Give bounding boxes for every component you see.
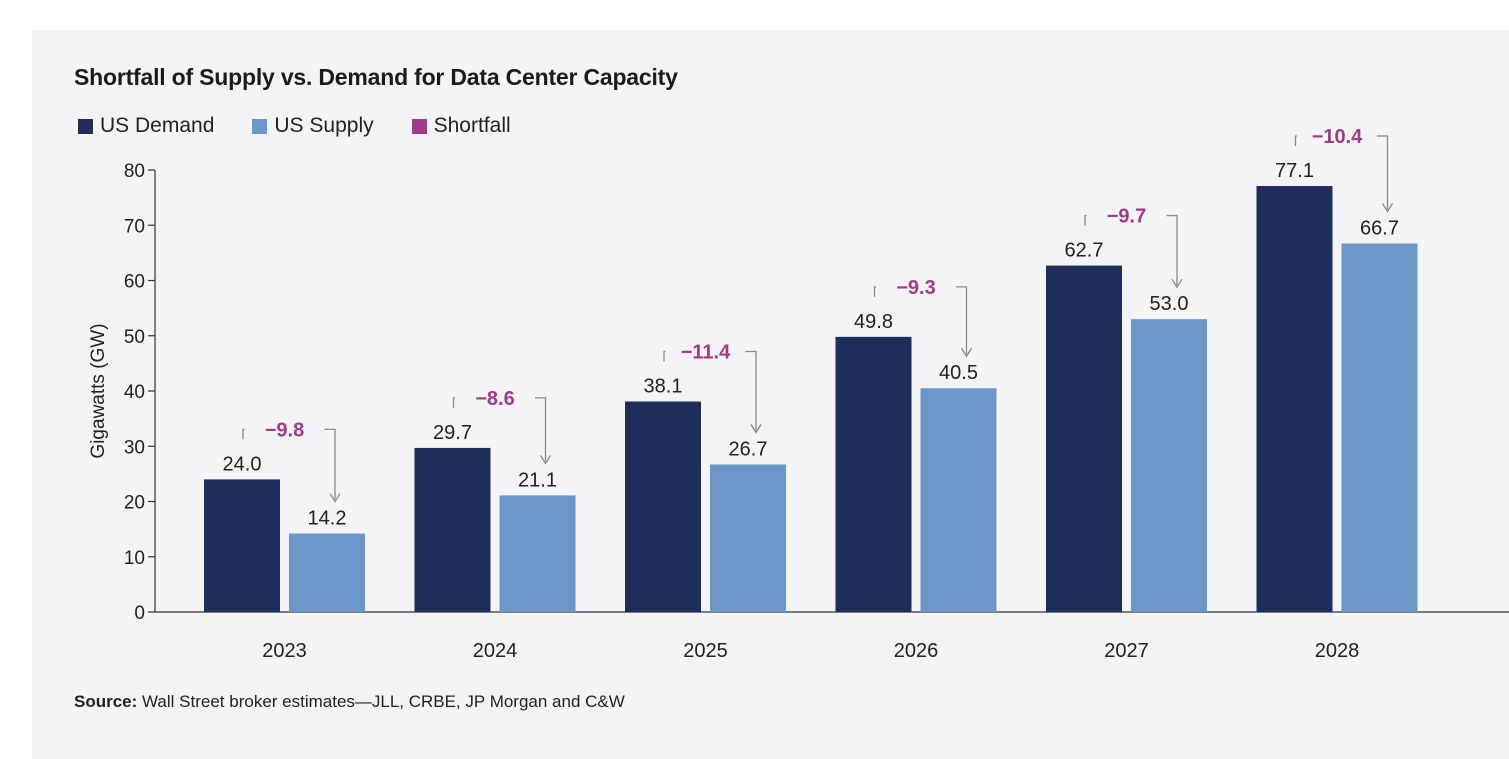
source-text: Wall Street broker estimates—JLL, CRBE, … — [137, 692, 625, 711]
data-label-us-supply-2026: 40.5 — [939, 362, 978, 384]
x-tick-label-2023: 2023 — [262, 640, 307, 662]
shortfall-arrowhead-2024 — [539, 455, 552, 465]
y-tick-label: 80 — [124, 161, 145, 182]
shortfall-arrowhead-2025 — [750, 424, 762, 434]
data-label-us-supply-2025: 26.7 — [729, 438, 768, 460]
data-label-us-demand-2027: 62.7 — [1065, 240, 1104, 262]
shortfall-label-2023: −9.8 — [265, 419, 304, 441]
y-tick-label: 20 — [124, 493, 145, 514]
shortfall-arrowhead-2028 — [1381, 203, 1394, 213]
shortfall-bracket-2025 — [663, 350, 757, 431]
shortfall-bracket-2028 — [1294, 135, 1389, 210]
legend-item-shortfall: Shortfall — [411, 114, 511, 138]
shortfall-label-2028: −10.4 — [1312, 126, 1363, 148]
chart-title: Shortfall of Supply vs. Demand for Data … — [74, 64, 678, 90]
legend-swatch-us-demand — [78, 118, 93, 134]
legend-label-us-demand: US Demand — [100, 114, 215, 137]
y-tick-label: 30 — [124, 437, 145, 458]
shortfall-bracket-2026 — [873, 286, 968, 355]
source-note: Source: Wall Street broker estimates—JLL… — [74, 692, 625, 712]
x-tick-label-2028: 2028 — [1315, 640, 1360, 662]
shortfall-arrowhead-2027 — [1171, 278, 1183, 289]
y-axis-title: Gigawatts (GW) — [88, 323, 109, 458]
data-label-us-supply-2028: 66.7 — [1360, 217, 1399, 239]
data-label-us-demand-2026: 49.8 — [854, 311, 893, 333]
shortfall-label-2024: −8.6 — [475, 388, 514, 410]
x-tick-label-2024: 2024 — [473, 640, 518, 662]
bar-us-demand-2024 — [414, 447, 491, 612]
x-tick-label-2027: 2027 — [1104, 640, 1149, 662]
y-tick-label: 60 — [124, 272, 145, 293]
bar-us-supply-2026 — [920, 388, 997, 612]
bar-us-demand-2028 — [1256, 186, 1333, 612]
x-tick-label-2025: 2025 — [683, 640, 728, 662]
data-label-us-supply-2024: 21.1 — [518, 469, 557, 491]
data-label-us-demand-2028: 77.1 — [1275, 160, 1314, 182]
x-tick-label-2026: 2026 — [894, 640, 939, 662]
legend: US Demand US Supply Shortfall — [78, 114, 549, 138]
legend-label-shortfall: Shortfall — [433, 114, 511, 137]
shortfall-arrowhead-2023 — [329, 493, 341, 503]
bar-us-demand-2026 — [835, 336, 912, 612]
y-tick-label: 40 — [124, 382, 145, 403]
y-tick-label: 0 — [134, 603, 145, 624]
bar-us-demand-2025 — [625, 401, 701, 612]
shortfall-label-2025: −11.4 — [681, 341, 731, 363]
y-tick-label: 70 — [124, 216, 145, 237]
data-label-us-demand-2025: 38.1 — [644, 375, 683, 397]
bar-us-supply-2024 — [499, 495, 576, 612]
bar-us-supply-2027 — [1131, 319, 1207, 612]
legend-item-us-demand: US Demand — [78, 114, 214, 138]
legend-label-us-supply: US Supply — [274, 114, 374, 137]
bar-us-supply-2025 — [710, 464, 786, 612]
y-tick-label: 50 — [124, 327, 145, 348]
bar-us-supply-2028 — [1341, 243, 1418, 613]
source-label: Source: — [74, 692, 138, 711]
bar-us-demand-2023 — [204, 479, 280, 612]
y-tick-label: 10 — [124, 548, 145, 569]
data-label-us-demand-2024: 29.7 — [433, 422, 472, 444]
shortfall-bracket-2027 — [1084, 214, 1178, 286]
data-label-us-supply-2023: 14.2 — [308, 508, 347, 530]
legend-item-us-supply: US Supply — [252, 114, 374, 138]
bar-us-supply-2023 — [289, 533, 365, 612]
shortfall-label-2026: −9.3 — [896, 277, 935, 299]
legend-swatch-us-supply — [252, 118, 268, 134]
legend-swatch-shortfall — [411, 118, 427, 134]
bar-us-demand-2027 — [1046, 265, 1122, 612]
shortfall-arrowhead-2026 — [960, 347, 973, 358]
data-label-us-supply-2027: 53.0 — [1150, 293, 1189, 315]
shortfall-bracket-2023 — [242, 428, 336, 500]
shortfall-label-2027: −9.7 — [1107, 206, 1146, 228]
shortfall-bracket-2024 — [452, 397, 547, 462]
data-label-us-demand-2023: 24.0 — [223, 453, 262, 475]
